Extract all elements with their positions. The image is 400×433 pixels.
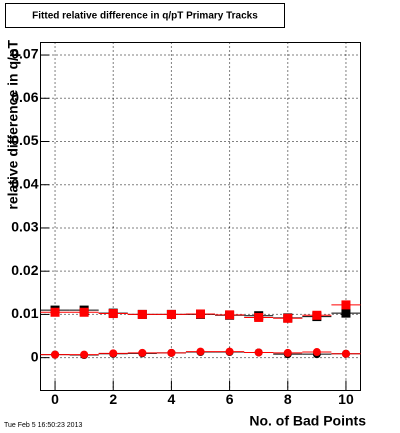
point: [254, 348, 263, 357]
x-tick-label: 4: [168, 391, 176, 407]
point: [80, 350, 89, 359]
point: [166, 309, 176, 319]
y-tick-label: 0.05: [11, 132, 38, 148]
point: [225, 347, 234, 356]
point: [225, 310, 235, 320]
point: [167, 348, 176, 357]
y-tick-label: 0: [31, 348, 39, 364]
point: [341, 308, 351, 318]
y-tick-label: 0.03: [11, 219, 38, 235]
point: [108, 309, 118, 319]
title-box: [5, 3, 285, 28]
x-tick-label: 8: [284, 391, 292, 407]
x-tick-label: 6: [226, 391, 234, 407]
plot-frame: [40, 42, 361, 391]
y-tick-label: 0.01: [11, 305, 38, 321]
x-tick-label: 0: [51, 391, 59, 407]
chart-title: Fitted relative difference in q/pT Prima…: [32, 11, 258, 22]
point: [79, 307, 89, 317]
point: [196, 309, 205, 319]
point: [50, 307, 60, 317]
x-tick-label: 2: [109, 391, 117, 407]
x-tick-label: 10: [338, 391, 354, 407]
point: [196, 347, 205, 356]
point: [109, 349, 118, 358]
point: [341, 349, 350, 358]
y-tick-label: 0.06: [11, 89, 38, 105]
point: [283, 348, 292, 357]
point: [312, 348, 321, 357]
point: [254, 312, 264, 322]
point: [138, 348, 147, 357]
point: [137, 309, 147, 319]
x-axis-label: No. of Bad Points: [249, 413, 366, 429]
timestamp: Tue Feb 5 16:50:23 2013: [4, 422, 82, 429]
y-axis-label: relative difference in q/pT: [5, 40, 21, 210]
point: [283, 313, 293, 323]
y-tick-label: 0.07: [11, 46, 38, 62]
y-tick-label: 0.02: [11, 262, 38, 278]
point: [341, 300, 351, 310]
point: [312, 310, 322, 320]
point: [51, 350, 60, 359]
y-tick-label: 0.04: [11, 175, 38, 191]
